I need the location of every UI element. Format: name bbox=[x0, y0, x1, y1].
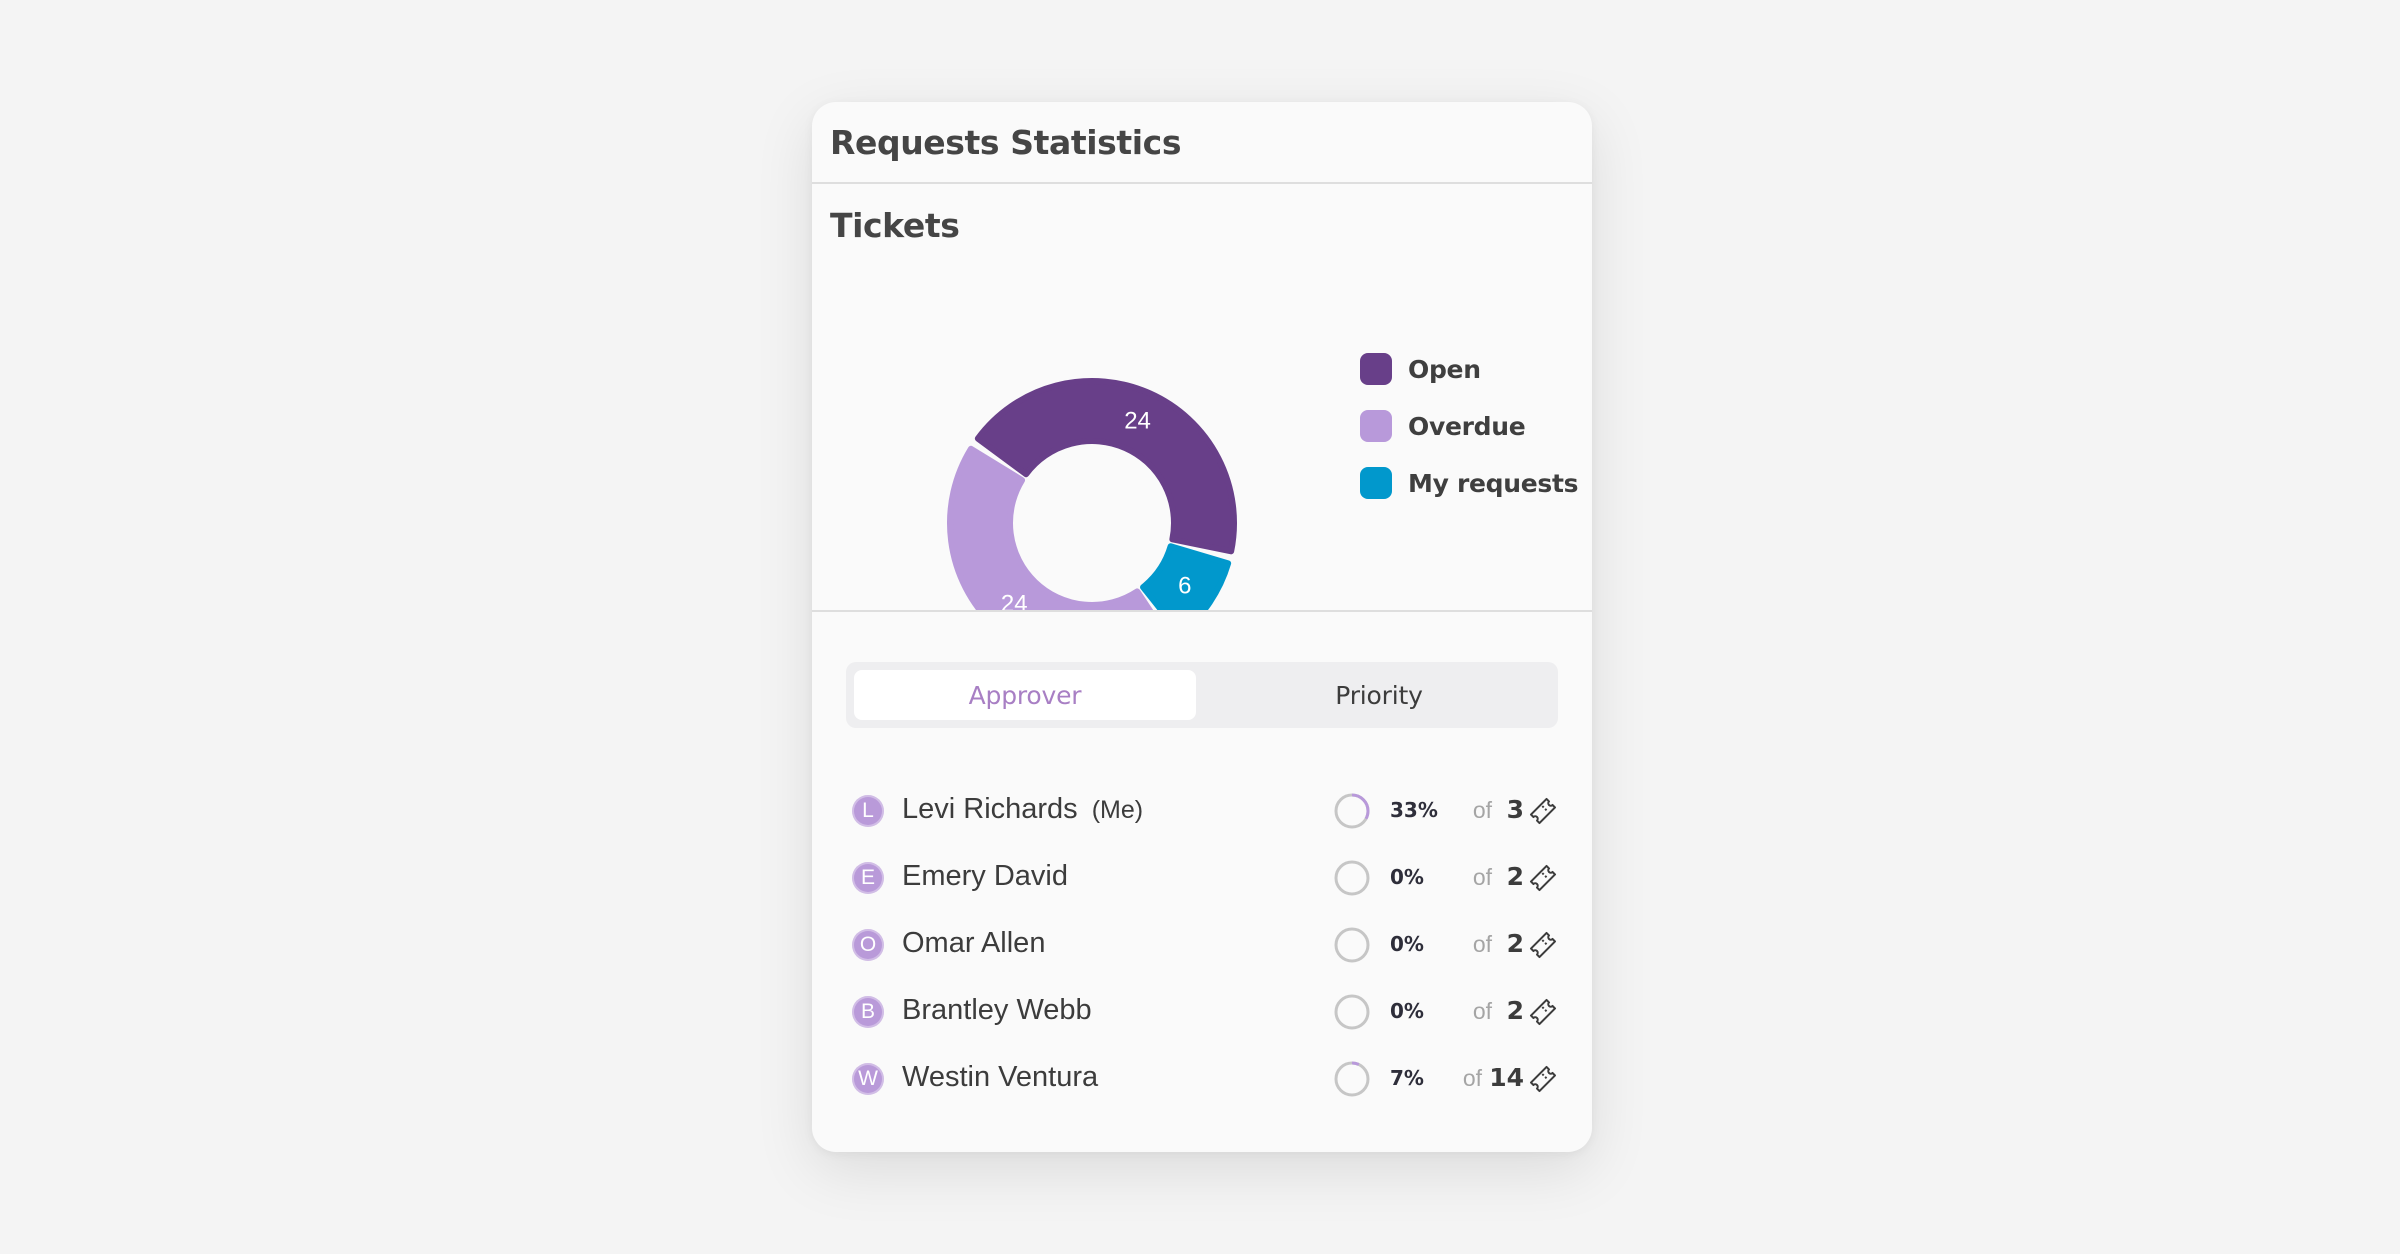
donut-label-open: 24 bbox=[1124, 408, 1151, 435]
approver-row[interactable]: E Emery David 0% of 2 bbox=[812, 845, 1592, 912]
donut-label-overdue: 24 bbox=[1001, 591, 1028, 610]
legend-swatch-open bbox=[1360, 353, 1392, 385]
ticket-count: 2 bbox=[1506, 996, 1524, 1025]
requests-statistics-card: Requests Statistics Tickets 24 6 24 Open O… bbox=[812, 102, 1592, 1152]
ticket-count: 2 bbox=[1506, 929, 1524, 958]
approver-row[interactable]: O Omar Allen 0% of 2 bbox=[812, 912, 1592, 979]
approval-percent: 0% bbox=[1390, 932, 1424, 956]
legend-item-open[interactable]: Open bbox=[1360, 352, 1578, 386]
avatar: E bbox=[852, 862, 884, 894]
of-label: of bbox=[1472, 797, 1492, 823]
avatar: W bbox=[852, 1063, 884, 1095]
approver-name: Emery David bbox=[902, 860, 1068, 892]
approver-row[interactable]: L Levi Richards (Me) 33% of 3 bbox=[812, 778, 1592, 845]
approver-row[interactable]: B Brantley Webb 0% of 2 bbox=[812, 979, 1592, 1046]
of-label: of bbox=[1462, 1065, 1482, 1091]
approver-name: Levi Richards bbox=[902, 793, 1078, 825]
approver-row[interactable]: W Westin Ventura 7% of 14 bbox=[812, 1046, 1592, 1113]
approver-name: Brantley Webb bbox=[902, 994, 1092, 1026]
progress-ring-icon bbox=[1334, 994, 1370, 1030]
progress-ring-icon bbox=[1334, 793, 1370, 829]
card-title: Requests Statistics bbox=[830, 122, 1182, 162]
donut-slice-my-requests[interactable] bbox=[1140, 543, 1232, 610]
approver-name-wrapper: Westin Ventura bbox=[902, 1061, 1098, 1094]
tickets-donut-chart: 24 6 24 bbox=[947, 378, 1237, 610]
tickets-section: Tickets 24 6 24 Open Overdue My requests bbox=[812, 184, 1592, 612]
ticket-icon bbox=[1529, 931, 1557, 959]
legend-label-overdue: Overdue bbox=[1408, 411, 1526, 441]
tab-approver[interactable]: Approver bbox=[854, 670, 1196, 720]
card-header: Requests Statistics bbox=[812, 102, 1592, 184]
of-label: of bbox=[1472, 998, 1492, 1024]
me-tag: (Me) bbox=[1091, 796, 1144, 824]
of-label: of bbox=[1472, 931, 1492, 957]
legend-item-overdue[interactable]: Overdue bbox=[1360, 409, 1578, 443]
ticket-icon bbox=[1529, 797, 1557, 825]
progress-ring-icon bbox=[1334, 860, 1370, 896]
approval-percent: 0% bbox=[1390, 865, 1424, 889]
progress-ring-icon bbox=[1334, 927, 1370, 963]
approver-name-wrapper: Omar Allen bbox=[902, 927, 1045, 960]
legend-swatch-overdue bbox=[1360, 410, 1392, 442]
progress-ring-icon bbox=[1334, 1061, 1370, 1097]
legend-label-my-requests: My requests bbox=[1408, 468, 1579, 498]
tab-priority[interactable]: Priority bbox=[1335, 680, 1423, 710]
ticket-count: 2 bbox=[1506, 862, 1524, 891]
donut-slice-overdue[interactable] bbox=[947, 445, 1170, 610]
ticket-icon bbox=[1529, 998, 1557, 1026]
ticket-count: 14 bbox=[1489, 1063, 1524, 1092]
tickets-title: Tickets bbox=[830, 206, 960, 245]
donut-label-my-requests: 6 bbox=[1178, 573, 1191, 600]
ticket-icon bbox=[1529, 1065, 1557, 1093]
approval-percent: 7% bbox=[1390, 1066, 1424, 1090]
progress-ring-fill bbox=[1334, 793, 1370, 829]
tickets-legend: Open Overdue My requests bbox=[1360, 352, 1579, 523]
ticket-count: 3 bbox=[1506, 795, 1524, 824]
legend-swatch-my-requests bbox=[1360, 467, 1392, 499]
avatar: B bbox=[852, 996, 884, 1028]
progress-ring-fill bbox=[1334, 1061, 1370, 1097]
ticket-icon bbox=[1529, 864, 1557, 892]
legend-item-my-requests[interactable]: My requests bbox=[1360, 466, 1579, 500]
approval-percent: 0% bbox=[1390, 999, 1424, 1023]
of-label: of bbox=[1472, 864, 1492, 890]
approver-name: Omar Allen bbox=[902, 927, 1046, 959]
approver-name-wrapper: Levi Richards (Me) bbox=[902, 793, 1143, 826]
approval-percent: 33% bbox=[1390, 798, 1438, 822]
view-toggle: Approver Priority bbox=[846, 662, 1558, 728]
approver-name-wrapper: Emery David bbox=[902, 860, 1068, 893]
avatar: L bbox=[852, 795, 884, 827]
approver-name-wrapper: Brantley Webb bbox=[902, 994, 1092, 1027]
approver-name: Westin Ventura bbox=[902, 1061, 1099, 1093]
avatar: O bbox=[852, 929, 884, 961]
donut-slice-open[interactable] bbox=[974, 378, 1237, 555]
legend-label-open: Open bbox=[1408, 354, 1481, 384]
